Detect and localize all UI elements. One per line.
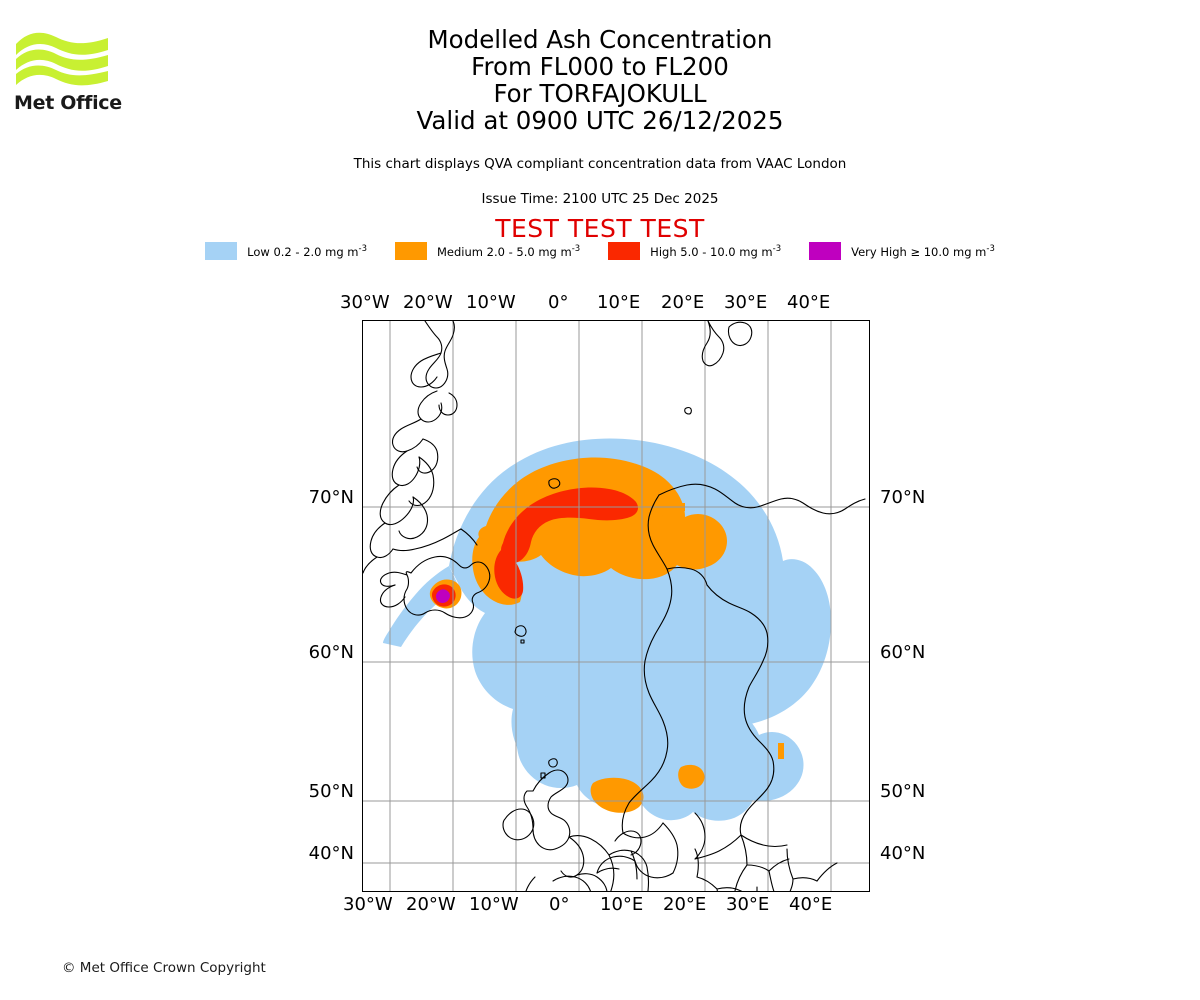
legend-item-high: High 5.0 - 10.0 mg m-3 [608,242,781,260]
chart-title-block: Modelled Ash Concentration From FL000 to… [0,26,1200,134]
lat-label-left-60N: 60°N [308,642,354,663]
legend-item-low: Low 0.2 - 2.0 mg m-3 [205,242,367,260]
concentration-legend: Low 0.2 - 2.0 mg m-3 Medium 2.0 - 5.0 mg… [0,242,1200,260]
issue-time: Issue Time: 2100 UTC 25 Dec 2025 [481,191,719,207]
legend-label-very-high: Very High ≥ 10.0 mg m-3 [851,243,995,259]
page-title: Modelled Ash Concentration [427,25,773,54]
lon-label-top-20E: 20°E [661,292,705,313]
valid-time-line: Valid at 0900 UTC 26/12/2025 [416,106,784,135]
legend-swatch-high [608,242,641,260]
copyright-notice: © Met Office Crown Copyright [62,960,266,976]
lon-label-bottom-20E: 20°E [663,894,707,915]
legend-label-high: High 5.0 - 10.0 mg m-3 [650,243,782,259]
lon-label-bottom-40E: 40°E [789,894,833,915]
lon-label-top-30W: 30°W [340,292,390,313]
lon-label-bottom-30E: 30°E [726,894,770,915]
lat-label-right-40N: 40°N [880,843,926,864]
test-banner: TEST TEST TEST [495,214,705,243]
met-office-logo: Met Office [14,28,124,114]
lon-label-top-10E: 10°E [597,292,641,313]
lat-label-left-40N: 40°N [308,843,354,864]
lat-label-right-50N: 50°N [880,781,926,802]
met-office-waves-icon [16,32,108,86]
lat-label-right-60N: 60°N [880,642,926,663]
lon-label-bottom-10E: 10°E [600,894,644,915]
legend-label-medium: Medium 2.0 - 5.0 mg m-3 [436,243,581,259]
lon-label-top-20W: 20°W [403,292,453,313]
lat-label-right-70N: 70°N [880,487,926,508]
legend-swatch-very-high [809,242,842,260]
lon-label-bottom-30W: 30°W [343,894,393,915]
volcano-name-line: For TORFAJOKULL [493,79,707,108]
volcano-source-marker [429,579,462,609]
legend-item-medium: Medium 2.0 - 5.0 mg m-3 [394,242,581,260]
lon-label-bottom-10W: 10°W [469,894,519,915]
legend-label-low: Low 0.2 - 2.0 mg m-3 [247,243,367,259]
lon-label-bottom-0: 0° [549,894,570,915]
legend-swatch-low [205,242,238,260]
legend-item-very-high: Very High ≥ 10.0 mg m-3 [809,242,995,260]
map-canvas [363,321,869,891]
ash-concentration-map[interactable] [362,320,870,892]
met-office-wordmark: Met Office [14,92,122,114]
lon-label-top-10W: 10°W [466,292,516,313]
qva-note: This chart displays QVA compliant concen… [353,156,847,172]
lon-label-top-0: 0° [548,292,569,313]
lat-label-left-50N: 50°N [308,781,354,802]
flight-level-range: From FL000 to FL200 [471,52,729,81]
lon-label-bottom-20W: 20°W [406,894,456,915]
lon-label-top-40E: 40°E [787,292,831,313]
coastlines [363,321,866,891]
legend-swatch-medium [394,242,427,260]
map-gridlines [363,321,869,891]
lat-label-left-70N: 70°N [308,487,354,508]
lon-label-top-30E: 30°E [724,292,768,313]
